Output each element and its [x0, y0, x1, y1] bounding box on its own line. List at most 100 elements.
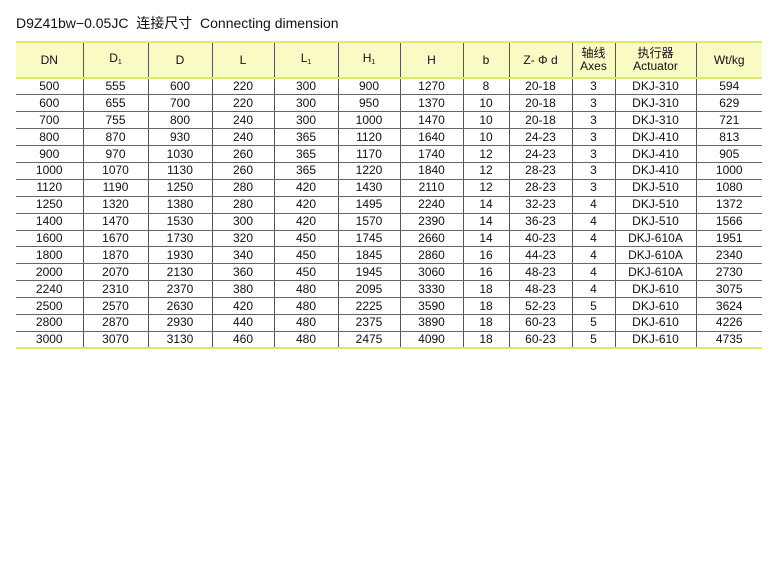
- table-cell: 1220: [337, 162, 400, 180]
- table-cell: 700: [147, 94, 212, 113]
- table-cell: 20-18: [508, 78, 572, 96]
- table-cell: 870: [82, 128, 148, 147]
- table-cell: 450: [273, 230, 338, 248]
- table-cell: 8: [462, 78, 509, 96]
- column-header: H1: [337, 41, 400, 79]
- table-cell: 44-23: [508, 246, 572, 265]
- table-cell: 24-23: [508, 145, 572, 163]
- table-cell: 3060: [399, 263, 463, 282]
- table-cell: 905: [695, 145, 762, 163]
- table-cell: 420: [211, 297, 274, 315]
- table-cell: 655: [82, 94, 148, 113]
- table-cell: 16: [462, 246, 509, 265]
- table-cell: 4226: [695, 314, 762, 332]
- table-cell: 1120: [16, 179, 83, 197]
- table-cell: 1120: [337, 128, 400, 147]
- table-cell: 365: [273, 162, 338, 180]
- table-cell: 1190: [82, 179, 148, 197]
- table-row: 2500 2570 2630 420 480 2225 3590 18 52-23 5 DKJ-61…: [16, 297, 762, 315]
- table-cell: 3890: [399, 314, 463, 332]
- table-cell: 500: [16, 78, 83, 96]
- table-cell: DKJ-610: [614, 280, 696, 299]
- table-cell: DKJ-310: [614, 94, 696, 113]
- table-row: 1000 1070 1130 260 365 1220 1840 12 28-23 3 DKJ-41…: [16, 162, 762, 180]
- table-cell: 300: [273, 94, 338, 113]
- table-cell: 2240: [16, 280, 83, 299]
- table-cell: 28-23: [508, 179, 572, 197]
- table-cell: 1130: [147, 162, 212, 180]
- table-cell: DKJ-310: [614, 78, 696, 96]
- table-cell: 1000: [337, 111, 400, 130]
- column-header: L: [211, 41, 274, 79]
- table-cell: 18: [462, 297, 509, 315]
- table-cell: 700: [16, 111, 83, 130]
- column-header-label: H: [362, 50, 372, 65]
- table-cell: 3130: [147, 331, 212, 350]
- column-header-subscript: 1: [307, 58, 312, 66]
- table-cell: 10: [462, 111, 509, 130]
- table-cell: 3: [571, 179, 615, 197]
- column-header-label: L: [300, 50, 308, 65]
- table-row: 2800 2870 2930 440 480 2375 3890 18 60-23 5 DKJ-61…: [16, 314, 762, 332]
- table-cell: 460: [211, 331, 274, 350]
- table-cell: 800: [147, 111, 212, 130]
- table-cell: 629: [695, 94, 762, 113]
- table-row: 600 655 700 220 300 950 1370 10 20-18 3 DKJ-310 629: [16, 94, 762, 113]
- table-cell: 1250: [16, 196, 83, 214]
- table-cell: 4: [571, 213, 615, 231]
- table-cell: 300: [273, 111, 338, 130]
- table-cell: 1370: [399, 94, 463, 113]
- column-header: 轴线 Axes: [571, 41, 615, 79]
- table-cell: 3: [571, 111, 615, 130]
- table-cell: 1740: [399, 145, 463, 163]
- column-header-subscript: 1: [371, 58, 376, 66]
- table-cell: 2500: [16, 297, 83, 315]
- table-row: 2000 2070 2130 360 450 1945 3060 16 48-23 4 DKJ-61…: [16, 263, 762, 282]
- table-cell: 3330: [399, 280, 463, 299]
- table-row: 1800 1870 1930 340 450 1845 2860 16 44-23 4 DKJ-61…: [16, 246, 762, 265]
- table-cell: 721: [695, 111, 762, 130]
- column-header-label: L: [239, 52, 247, 67]
- table-cell: 1870: [82, 246, 148, 265]
- table-cell: DKJ-410: [614, 162, 696, 180]
- table-cell: 3075: [695, 280, 762, 299]
- table-cell: 220: [211, 94, 274, 113]
- table-cell: DKJ-610: [614, 314, 696, 332]
- column-header-label: Z- Φ d: [523, 52, 558, 67]
- table-cell: 755: [82, 111, 148, 130]
- table-cell: 2370: [147, 280, 212, 299]
- table-cell: 3: [571, 128, 615, 147]
- table-cell: 60-23: [508, 331, 572, 350]
- table-cell: 1470: [399, 111, 463, 130]
- table-cell: 450: [273, 246, 338, 265]
- table-cell: 4090: [399, 331, 463, 350]
- table-cell: 5: [571, 331, 615, 350]
- table-cell: 450: [273, 263, 338, 282]
- table-cell: 1930: [147, 246, 212, 265]
- table-cell: 48-23: [508, 280, 572, 299]
- table-cell: 18: [462, 314, 509, 332]
- table-cell: 24-23: [508, 128, 572, 147]
- table-cell: 1951: [695, 230, 762, 248]
- table-cell: 260: [211, 145, 274, 163]
- table-cell: 2070: [82, 263, 148, 282]
- table-cell: 813: [695, 128, 762, 147]
- column-header-label: D: [175, 52, 185, 67]
- table-cell: 1080: [695, 179, 762, 197]
- table-cell: 440: [211, 314, 274, 332]
- column-header-label: b: [482, 52, 490, 67]
- table-cell: 340: [211, 246, 274, 265]
- table-cell: 480: [273, 314, 338, 332]
- table-cell: 32-23: [508, 196, 572, 214]
- column-header-subscript: 1: [117, 58, 122, 66]
- table-cell: 3: [571, 94, 615, 113]
- table-cell: 1030: [147, 145, 212, 163]
- table-cell: 14: [462, 196, 509, 214]
- table-cell: 4: [571, 230, 615, 248]
- table-cell: 20-18: [508, 94, 572, 113]
- table-cell: 52-23: [508, 297, 572, 315]
- table-cell: 1840: [399, 162, 463, 180]
- table-cell: 970: [82, 145, 148, 163]
- table-cell: 1470: [82, 213, 148, 231]
